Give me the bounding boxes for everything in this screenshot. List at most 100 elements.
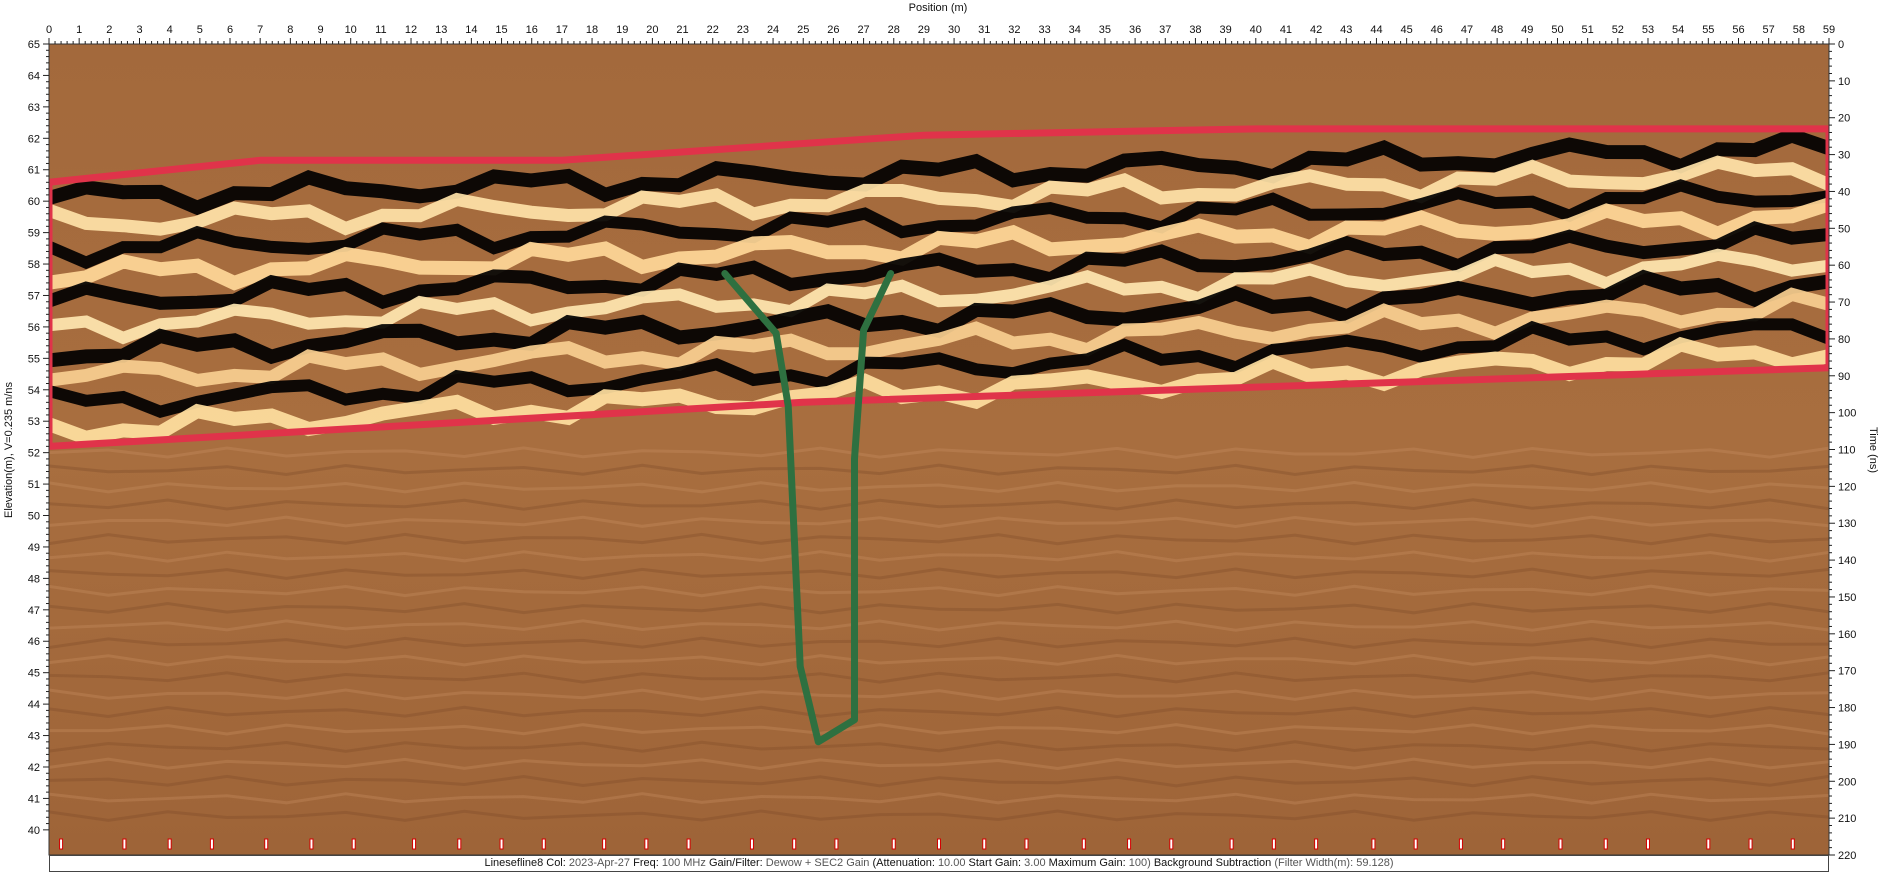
x-tick-label: 26 <box>827 24 839 36</box>
deep-reflection <box>49 619 1829 632</box>
deep-reflection <box>49 740 1829 753</box>
x-tick-label: 46 <box>1431 24 1443 36</box>
x-tick-label: 50 <box>1551 24 1563 36</box>
deep-reflection <box>49 705 1829 719</box>
x-tick-label: 28 <box>888 24 900 36</box>
time-tick-label: 110 <box>1838 445 1856 457</box>
reflector-band <box>49 128 1829 216</box>
trace-marker <box>412 838 417 850</box>
deep-reflection <box>49 774 1829 788</box>
time-tick-label: 200 <box>1838 776 1856 788</box>
trace-marker <box>1127 838 1132 850</box>
elevation-tick-label: 51 <box>28 479 40 491</box>
x-tick-label: 17 <box>556 24 568 36</box>
x-tick-label: 10 <box>345 24 357 36</box>
trace-marker <box>1706 838 1711 850</box>
elevation-tick-label: 44 <box>28 699 40 711</box>
trace-markers <box>59 838 1795 850</box>
deep-reflection <box>49 601 1829 615</box>
time-axis-title: Time (ns) <box>1867 427 1879 473</box>
deep-reflection <box>49 636 1829 650</box>
deep-reflection <box>49 723 1829 736</box>
x-tick-label: 52 <box>1612 24 1624 36</box>
x-tick-label: 25 <box>797 24 809 36</box>
elevation-tick-label: 58 <box>28 259 40 271</box>
elevation-tick-label: 60 <box>28 196 40 208</box>
trace-marker <box>1271 838 1276 850</box>
gain-value: Dewow + SEC2 Gain <box>765 857 870 869</box>
time-tick-label: 220 <box>1838 850 1856 862</box>
x-tick-label: 7 <box>257 24 263 36</box>
elevation-tick-label: 48 <box>28 573 40 585</box>
elevation-tick-label: 63 <box>28 102 40 114</box>
trace-marker <box>982 838 987 850</box>
elevation-tick-label: 41 <box>28 793 40 805</box>
x-tick-label: 22 <box>707 24 719 36</box>
x-tick-label: 23 <box>737 24 749 36</box>
trace-marker <box>834 838 839 850</box>
deep-reflection <box>49 532 1829 546</box>
x-tick-label: 16 <box>526 24 538 36</box>
elevation-tick-label: 59 <box>28 228 40 240</box>
time-axis: 0 10 20 30 40 50 60 70 80 90 100 110 120 130 140 150 160… <box>1829 39 1856 862</box>
elevation-tick-label: 62 <box>28 133 40 145</box>
trace-marker <box>937 838 941 850</box>
elevation-tick-label: 57 <box>28 290 40 302</box>
trace-marker <box>1748 838 1753 850</box>
trace-marker <box>309 838 314 850</box>
x-tick-label: 29 <box>918 24 930 36</box>
trace-marker <box>749 838 754 850</box>
x-tick-label: 48 <box>1491 24 1503 36</box>
x-tick-label: 45 <box>1401 24 1413 36</box>
radargram-background <box>49 44 1829 855</box>
start-gain-value: 3.00 <box>1024 857 1046 869</box>
elevation-tick-label: 40 <box>28 825 40 837</box>
reflector-band <box>49 318 1829 419</box>
x-tick-label: 56 <box>1732 24 1744 36</box>
x-tick-label: 40 <box>1250 24 1262 36</box>
elevation-tick-label: 43 <box>28 731 40 743</box>
x-tick-label: 34 <box>1069 24 1081 36</box>
trace-marker <box>891 838 896 850</box>
x-tick-label: 1 <box>76 24 82 36</box>
max-gain-value: 100) <box>1128 857 1151 869</box>
elevation-tick-label: 55 <box>28 353 40 365</box>
attenuation-value: 10.00 <box>937 857 966 869</box>
x-tick-label: 55 <box>1702 24 1714 36</box>
trace-marker <box>686 838 691 850</box>
trace-marker <box>644 838 649 850</box>
gain-key: Gain/Filter: <box>708 857 763 869</box>
time-tick-label: 130 <box>1838 518 1856 530</box>
reflector-zone <box>49 125 1829 450</box>
acquisition-info-bar: Linesefline8 Col: 2023-Apr-27 Freq: 100 … <box>49 855 1829 872</box>
x-tick-label: 15 <box>495 24 507 36</box>
time-tick-label: 90 <box>1838 371 1850 383</box>
deep-reflection <box>49 792 1829 805</box>
x-tick-label: 12 <box>405 24 417 36</box>
x-tick-label: 21 <box>676 24 688 36</box>
x-tick-label: 49 <box>1521 24 1533 36</box>
x-tick-label: 20 <box>646 24 658 36</box>
time-tick-label: 70 <box>1838 297 1850 309</box>
x-tick-label: 31 <box>978 24 990 36</box>
elevation-tick-label: 53 <box>28 416 40 428</box>
time-tick-label: 120 <box>1838 481 1856 493</box>
col-key: Col: <box>546 857 566 869</box>
x-tick-label: 9 <box>317 24 323 36</box>
trace-marker <box>541 838 546 850</box>
x-tick-label: 36 <box>1129 24 1141 36</box>
time-tick-label: 40 <box>1838 186 1850 198</box>
col-value: 2023-Apr-27 <box>568 857 631 869</box>
trace-marker <box>264 838 269 850</box>
radargram-texture <box>49 128 1829 822</box>
x-tick-label: 51 <box>1582 24 1594 36</box>
x-tick-label: 37 <box>1159 24 1171 36</box>
trace-marker <box>457 838 462 850</box>
time-tick-label: 50 <box>1838 223 1850 235</box>
time-tick-label: 190 <box>1838 739 1856 751</box>
x-tick-label: 6 <box>227 24 233 36</box>
trace-marker <box>602 838 607 850</box>
filter-width-value: (Filter Width(m): 59.128) <box>1274 857 1394 869</box>
reflector-band <box>49 336 1829 446</box>
